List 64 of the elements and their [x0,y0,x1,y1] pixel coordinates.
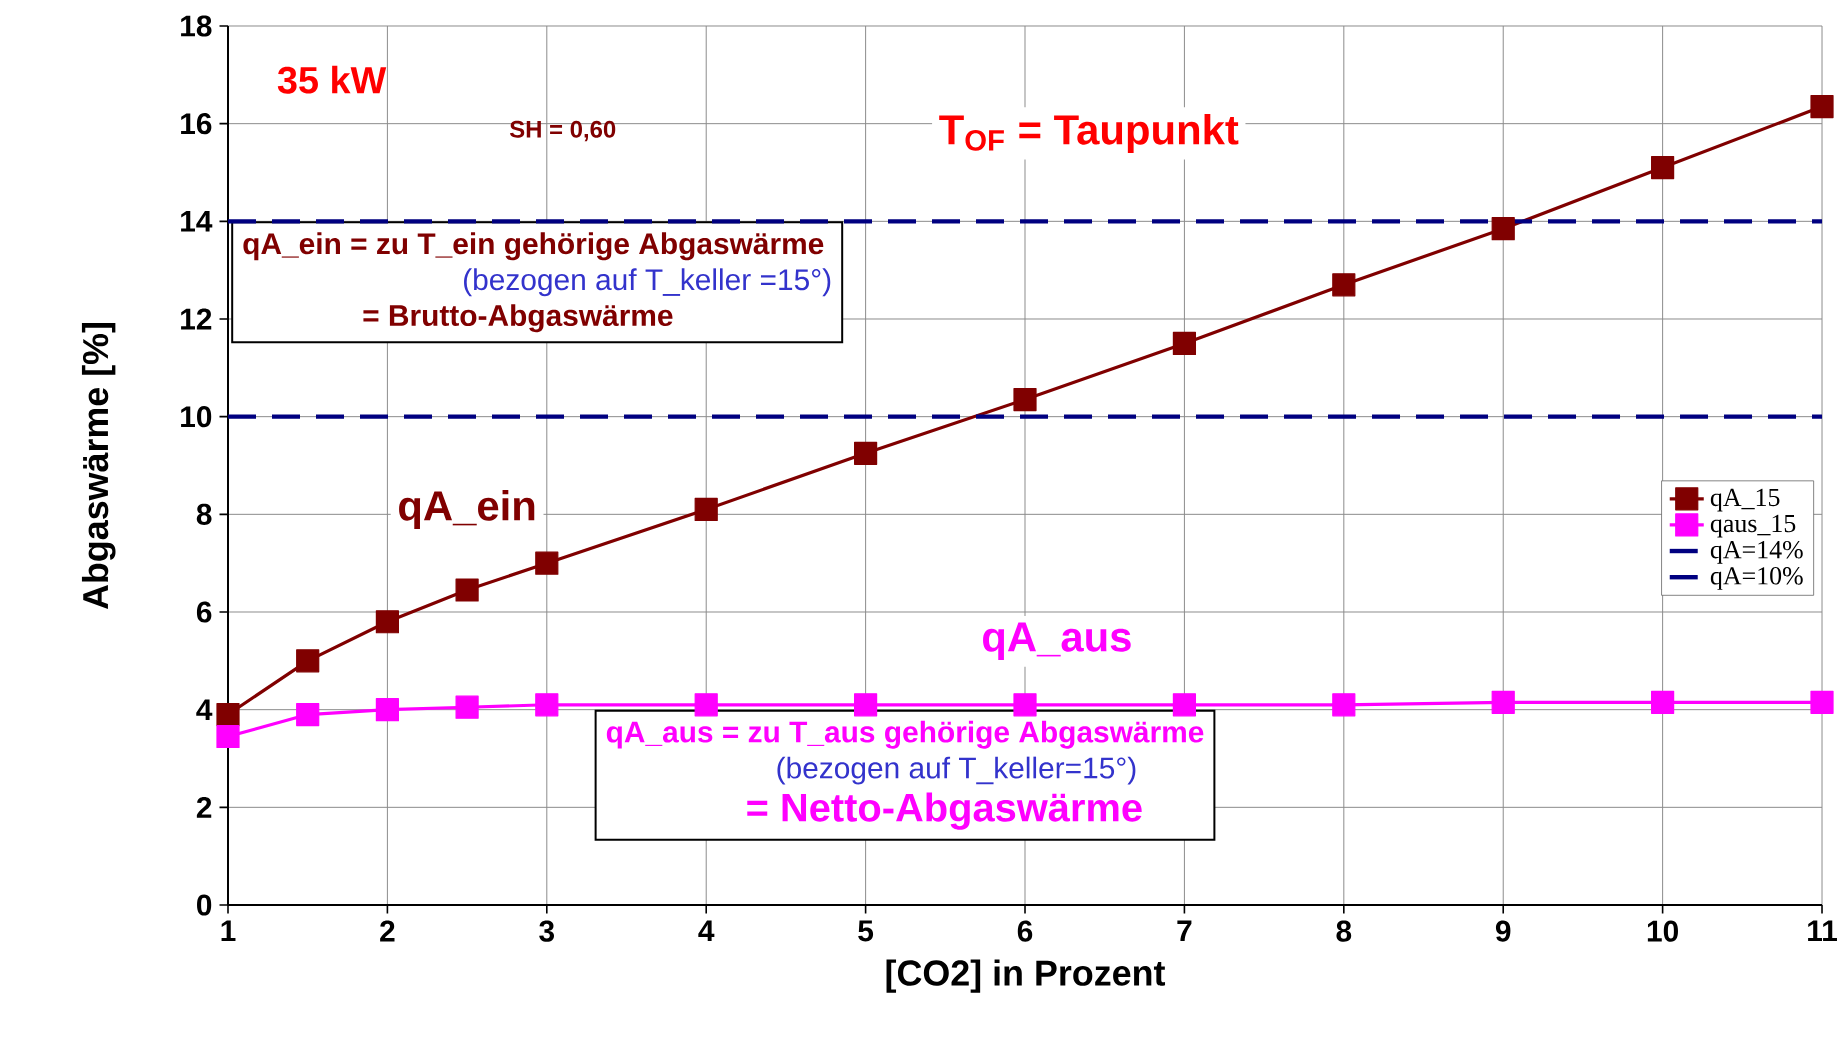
annotation: qA_aus = zu T_aus gehörige Abgaswärme [606,720,1204,749]
x-tick-label: 1 [221,920,236,942]
x-tick-label: 4 [698,920,715,942]
point [1651,156,1675,180]
annotation: qA_aus [983,622,1131,661]
x-tick-label: 6 [1017,920,1033,942]
point [1013,693,1037,717]
point [1491,217,1515,241]
legend-label: qaus_15 [1710,514,1796,538]
x-tick-label: 9 [1495,920,1511,942]
point [535,551,559,575]
point [1332,273,1356,297]
y-axis-title: Abgaswärme [%] [81,323,116,610]
point [296,702,320,727]
annotation: qA_ein [399,489,535,529]
point [1491,690,1515,714]
point [1332,693,1356,717]
y-tick-label: 12 [181,308,212,330]
annotation: (bezogen auf T_keller=15°) [777,756,1136,785]
legend-label: qA=10% [1710,567,1803,590]
legend-label: qA=14% [1710,540,1803,564]
annotation: = Netto-Abgaswärme [747,792,1142,830]
point [535,693,559,717]
point [854,693,878,717]
point [216,724,240,749]
annotation: 35 kW [277,65,387,94]
y-tick-label: 4 [196,699,213,720]
y-tick-label: 8 [196,503,212,525]
point [216,702,240,727]
annotation: (bezogen auf T_keller =15°) [464,268,831,297]
x-tick-label: 10 [1647,920,1678,942]
annotation: SH = 0,60 [509,120,616,142]
point [1810,94,1834,119]
y-tick-label: 0 [197,894,212,916]
point [296,649,320,673]
point [455,695,479,719]
y-tick-label: 6 [196,601,212,623]
x-tick-label: 7 [1177,920,1192,942]
annotation: = Brutto-Abgaswärme [363,304,673,333]
point [1172,693,1197,717]
point [455,578,479,602]
x-tick-label: 11 [1808,920,1837,942]
y-tick-label: 10 [181,406,212,428]
point [1013,387,1037,412]
point [1651,690,1675,714]
annotation: qA_ein = zu T_ein gehörige Abgaswärme [243,232,824,261]
x-tick-label: 5 [858,920,874,942]
point [375,610,399,634]
y-tick-label: 18 [181,15,212,37]
y-tick-label: 16 [181,113,212,135]
x-axis-title: [CO2] in Prozent [886,959,1166,993]
legend-label: qA_15 [1710,488,1780,512]
y-tick-label: 14 [181,211,213,232]
point [1810,690,1834,714]
point [694,693,718,717]
point [1172,331,1197,356]
y-tick-label: 2 [196,796,212,818]
point [375,698,399,722]
x-tick-label: 2 [380,920,395,942]
annotation: T$_{OF}$ = Taupunkt [939,113,1239,153]
x-tick-label: 8 [1336,920,1352,942]
x-tick-label: 3 [539,920,555,942]
point [694,497,718,522]
point [854,441,878,465]
